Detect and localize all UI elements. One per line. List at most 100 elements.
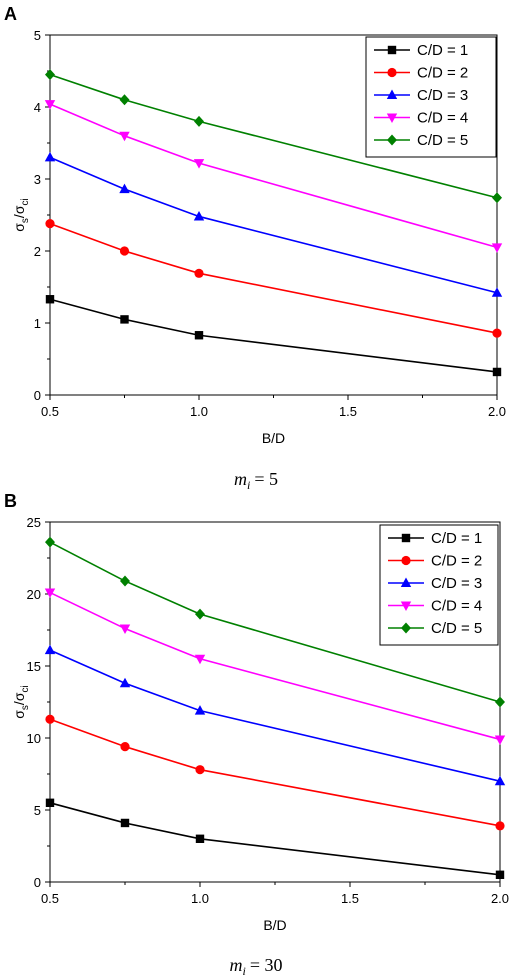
caption-sub: i	[243, 964, 246, 976]
x-tick-label: 2.0	[488, 404, 506, 419]
data-point-cd4	[119, 131, 130, 142]
series-line-cd3	[49, 649, 501, 782]
caption-var: m	[230, 955, 243, 975]
y-axis-title: σs/σci	[11, 198, 31, 231]
y-axis-title-part: ci	[20, 685, 31, 692]
y-axis-title-part: s	[20, 218, 31, 223]
y-tick-label: 0	[34, 388, 41, 403]
y-tick-label: 2	[34, 244, 41, 259]
panel-caption: mi = 5	[234, 469, 278, 492]
y-axis-title-part: σ	[11, 223, 27, 232]
data-point-cd5	[45, 536, 55, 548]
x-tick-label: 1.5	[339, 404, 357, 419]
data-point-cd4	[193, 159, 205, 169]
y-tick-label: 25	[27, 515, 41, 530]
data-point-cd4	[44, 588, 56, 599]
data-point-cd5	[495, 696, 505, 708]
legend-label-cd3: C/D = 3	[431, 575, 482, 592]
legend-label-cd5: C/D = 5	[417, 132, 468, 149]
data-point-cd4	[491, 243, 503, 253]
panel-label: A	[4, 4, 17, 24]
series-line-cd2	[49, 718, 501, 827]
x-tick-label: 2.0	[491, 891, 509, 906]
legend-label-cd4: C/D = 4	[431, 598, 482, 615]
y-tick-label: 0	[34, 875, 41, 890]
y-axis-title-part: /σ	[11, 205, 27, 218]
x-axis-title: B/D	[262, 430, 285, 446]
series-line-cd4	[49, 103, 498, 249]
legend-marker-cd4	[400, 601, 412, 611]
legend-label-cd2: C/D = 2	[431, 553, 482, 570]
data-point-cd1	[492, 367, 502, 377]
legend-marker-cd3	[400, 577, 412, 587]
y-axis-title: σs/σci	[11, 685, 31, 718]
data-point-cd3	[44, 644, 56, 655]
legend-marker-cd5	[401, 622, 411, 634]
caption-value: = 30	[250, 955, 283, 975]
data-point-cd4	[194, 654, 206, 665]
data-point-cd2	[119, 246, 130, 256]
data-point-cd3	[44, 151, 56, 162]
legend-marker-cd2	[387, 67, 397, 78]
x-tick-label: 1.0	[191, 891, 209, 906]
legend-box	[365, 36, 497, 158]
data-point-cd3	[119, 183, 130, 194]
data-point-cd5	[492, 192, 502, 204]
legend-box	[379, 524, 499, 646]
series-line-cd1	[49, 298, 498, 373]
legend-label-cd1: C/D = 1	[431, 530, 482, 547]
x-axis-title: B/D	[263, 917, 286, 933]
data-point-cd5	[45, 69, 55, 81]
data-point-cd2	[120, 742, 130, 752]
legend-label-cd3: C/D = 3	[417, 87, 468, 104]
data-point-cd2	[195, 765, 205, 775]
data-point-cd2	[495, 821, 505, 831]
legend-marker-cd2	[401, 555, 411, 566]
y-axis-title-part: /σ	[11, 692, 27, 705]
x-tick-label: 1.0	[190, 404, 208, 419]
data-point-cd1	[194, 331, 204, 340]
series-line-cd1	[49, 802, 501, 876]
data-point-cd1	[120, 315, 129, 324]
y-tick-label: 10	[27, 731, 41, 746]
data-point-cd3	[119, 677, 131, 688]
data-point-cd1	[45, 798, 55, 807]
data-point-cd2	[194, 268, 204, 278]
y-tick-label: 1	[34, 316, 41, 331]
panel-label: B	[4, 491, 17, 511]
data-point-cd5	[194, 115, 204, 127]
panel-caption: mi = 30	[230, 955, 283, 976]
y-axis-title-part: ci	[20, 198, 31, 205]
series-line-cd2	[49, 222, 498, 334]
legend-label-cd1: C/D = 1	[417, 42, 468, 59]
data-point-cd5	[120, 575, 130, 587]
data-point-cd1	[495, 870, 505, 879]
data-point-cd1	[45, 295, 55, 304]
data-point-cd3	[494, 775, 506, 786]
y-axis-title-part: σ	[11, 710, 27, 719]
data-point-cd3	[194, 705, 206, 715]
data-point-cd4	[44, 100, 56, 110]
series-line-cd5	[49, 541, 501, 703]
y-axis-title-part: s	[20, 705, 31, 710]
data-point-cd5	[119, 94, 130, 106]
legend-marker-cd5	[387, 134, 397, 146]
data-point-cd3	[491, 287, 503, 297]
x-tick-label: 1.5	[341, 891, 359, 906]
series-line-cd3	[49, 156, 498, 294]
caption-sub: i	[247, 478, 250, 492]
y-tick-label: 15	[27, 659, 41, 674]
caption-value: = 5	[254, 469, 278, 489]
legend-marker-cd3	[386, 89, 398, 99]
legend-marker-cd4	[386, 113, 398, 123]
legend: C/D = 1 C/D = 2 C/D = 3 C/D = 4 C/D = 5	[365, 36, 497, 158]
data-point-cd2	[45, 219, 55, 229]
data-point-cd1	[195, 834, 205, 843]
y-tick-label: 3	[34, 172, 41, 187]
y-tick-label: 20	[27, 587, 41, 602]
data-point-cd5	[195, 608, 205, 620]
data-point-cd3	[193, 210, 205, 221]
